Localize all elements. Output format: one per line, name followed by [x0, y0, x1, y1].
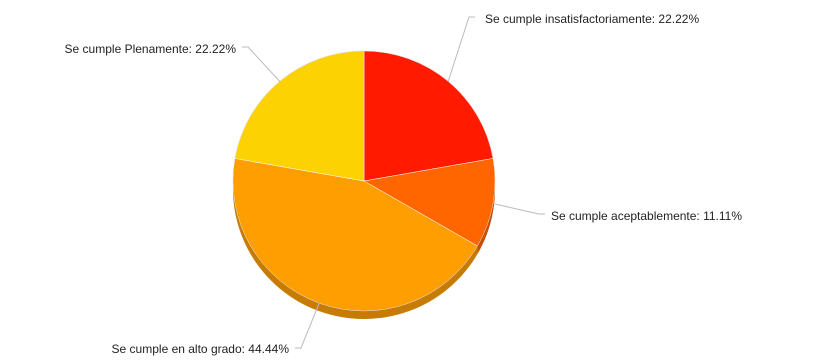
leader-line-aceptablemente — [492, 203, 545, 215]
data-label-insatisfactoriamente: Se cumple insatisfactoriamente: 22.22% — [485, 12, 699, 26]
pie-outline — [232, 50, 496, 312]
pie-slice-side-aceptablemente — [477, 158, 495, 254]
leader-line-insatisfactoriamente — [447, 16, 475, 82]
pie-slice-alto-grado[interactable] — [232, 158, 478, 312]
data-label-layer: Se cumple insatisfactoriamente: 22.22% S… — [65, 12, 743, 356]
pie-slice-layer — [232, 50, 496, 312]
data-label-aceptablemente: Se cumple aceptablemente: 11.11% — [551, 209, 742, 223]
pie-slice-aceptablemente[interactable] — [363, 158, 496, 247]
data-label-plenamente: Se cumple Plenamente: 22.22% — [65, 42, 237, 56]
data-label-alto-grado: Se cumple en alto grado: 44.44% — [112, 342, 290, 356]
leader-line-alto-grado — [295, 302, 320, 349]
pie-slice-insatisfactoriamente[interactable] — [363, 50, 494, 182]
pie-slice-plenamente[interactable] — [234, 50, 365, 182]
leader-line-plenamente — [242, 46, 281, 82]
leader-line-layer — [242, 16, 545, 349]
